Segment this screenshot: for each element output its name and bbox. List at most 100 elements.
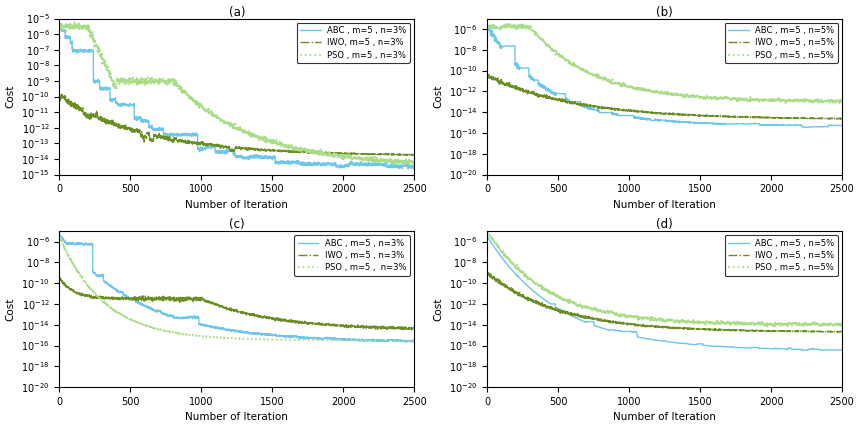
X-axis label: Number of Iteration: Number of Iteration <box>185 200 288 210</box>
Title: (b): (b) <box>656 6 673 18</box>
IWO, m=5 , n=3% <box>358 152 368 157</box>
PSO , m=5 , n=5% <box>482 228 493 233</box>
ABC , m=5 , n=3% <box>358 162 368 167</box>
IWO , m=5 , n=5% <box>771 116 782 121</box>
IWO , m=5 , n=3% <box>252 313 262 318</box>
ABC , m=5 , n=5% <box>482 234 493 239</box>
IWO, m=5 , n=3% <box>405 153 415 158</box>
ABC , m=5 , n=5% <box>800 125 810 130</box>
IWO , m=5 , n=5% <box>837 329 847 334</box>
IWO , m=5 , n=5% <box>820 330 831 335</box>
PSO , m=5 , n=3% <box>399 163 409 168</box>
ABC , m=5 , n=5% <box>482 22 493 27</box>
ABC , m=5 , n=3% <box>62 34 72 39</box>
IWO , m=5 , n=5% <box>771 329 782 334</box>
PSO , m=5 , n=3% <box>252 136 262 141</box>
IWO , m=5 , n=5% <box>680 112 691 117</box>
IWO , m=5 , n=5% <box>837 116 847 121</box>
ABC , m=5 , n=3% <box>61 241 71 246</box>
ABC , m=5 , n=5% <box>489 245 500 250</box>
IWO , m=5 , n=3% <box>407 327 417 333</box>
PSO , m=5 , n=5% <box>680 319 691 324</box>
PSO , m=5 , n=5% <box>799 321 809 326</box>
ABC , m=5 , n=3% <box>343 163 353 168</box>
PSO , m=5 ,  n=3% <box>408 338 419 343</box>
IWO , m=5 , n=5% <box>785 115 796 120</box>
ABC , m=5 , n=5% <box>771 346 781 351</box>
ABC , m=5 , n=5% <box>680 119 691 125</box>
IWO , m=5 , n=5% <box>799 329 809 334</box>
Title: (c): (c) <box>229 218 244 231</box>
IWO , m=5 , n=5% <box>785 329 796 334</box>
Y-axis label: Cost: Cost <box>433 85 444 108</box>
ABC , m=5 , n=5% <box>680 341 691 346</box>
ABC , m=5 , n=5% <box>799 124 809 129</box>
ABC , m=5 , n=5% <box>799 348 809 353</box>
PSO , m=5 , n=5% <box>837 99 847 104</box>
ABC , m=5 , n=5% <box>620 113 630 118</box>
IWO , m=5 , n=3% <box>62 284 72 289</box>
IWO , m=5 , n=5% <box>482 73 493 78</box>
PSO , m=5 , n=3% <box>54 23 64 28</box>
IWO, m=5 , n=3% <box>252 147 262 152</box>
PSO , m=5 , n=5% <box>620 82 630 87</box>
IWO, m=5 , n=3% <box>62 97 72 102</box>
ABC , m=5 , n=3% <box>252 153 262 158</box>
PSO , m=5 ,  n=3% <box>343 338 353 343</box>
IWO, m=5 , n=3% <box>192 142 202 147</box>
PSO , m=5 , n=5% <box>770 324 780 329</box>
IWO , m=5 , n=5% <box>482 72 493 77</box>
PSO , m=5 , n=5% <box>771 322 782 327</box>
IWO , m=5 , n=3% <box>54 275 64 280</box>
ABC , m=5 , n=5% <box>796 348 807 353</box>
PSO , m=5 , n=3% <box>70 19 80 24</box>
PSO , m=5 , n=3% <box>343 155 353 160</box>
PSO , m=5 ,  n=3% <box>408 338 419 343</box>
PSO , m=5 ,  n=3% <box>62 250 72 255</box>
PSO , m=5 ,  n=3% <box>54 234 64 239</box>
ABC , m=5 , n=5% <box>771 122 781 128</box>
PSO , m=5 ,  n=3% <box>358 338 368 343</box>
IWO , m=5 , n=3% <box>192 296 202 301</box>
IWO , m=5 , n=3% <box>408 326 419 331</box>
ABC , m=5 , n=3% <box>408 339 419 344</box>
PSO , m=5 , n=3% <box>371 157 381 162</box>
PSO , m=5 , n=5% <box>620 313 630 318</box>
PSO , m=5 , n=5% <box>680 94 691 99</box>
PSO , m=5 ,  n=3% <box>371 338 381 343</box>
ABC , m=5 , n=5% <box>489 39 500 44</box>
PSO , m=5 , n=5% <box>837 322 847 327</box>
ABC , m=5 , n=5% <box>785 123 796 128</box>
ABC , m=5 , n=3% <box>54 24 64 29</box>
Line: PSO , m=5 , n=5%: PSO , m=5 , n=5% <box>488 24 842 104</box>
IWO, m=5 , n=3% <box>408 152 419 158</box>
IWO , m=5 , n=5% <box>620 321 630 327</box>
PSO , m=5 , n=5% <box>482 228 493 233</box>
Legend: ABC , m=5 , n=5%, IWO , m=5 , n=5%, PSO , m=5 , n=5%: ABC , m=5 , n=5%, IWO , m=5 , n=5%, PSO … <box>725 23 838 63</box>
PSO , m=5 , n=5% <box>834 101 845 106</box>
PSO , m=5 , n=5% <box>482 24 493 30</box>
Line: ABC , m=5 , n=5%: ABC , m=5 , n=5% <box>488 236 842 350</box>
ABC , m=5 , n=3% <box>192 315 202 321</box>
Line: ABC , m=5 , n=3%: ABC , m=5 , n=3% <box>59 25 414 169</box>
PSO , m=5 , n=5% <box>785 97 796 102</box>
IWO , m=5 , n=3% <box>343 325 353 330</box>
PSO , m=5 ,  n=3% <box>252 336 262 342</box>
PSO , m=5 ,  n=3% <box>192 333 202 339</box>
PSO , m=5 , n=3% <box>61 22 71 27</box>
Title: (a): (a) <box>229 6 245 18</box>
Line: IWO , m=5 , n=5%: IWO , m=5 , n=5% <box>488 75 842 119</box>
ABC , m=5 , n=3% <box>403 166 414 172</box>
Line: IWO , m=5 , n=5%: IWO , m=5 , n=5% <box>488 273 842 332</box>
IWO , m=5 , n=5% <box>489 276 500 281</box>
PSO , m=5 , n=5% <box>504 21 514 26</box>
IWO, m=5 , n=3% <box>343 151 353 156</box>
Line: IWO, m=5 , n=3%: IWO, m=5 , n=3% <box>59 94 414 155</box>
Y-axis label: Cost: Cost <box>433 297 444 321</box>
PSO , m=5 , n=3% <box>358 155 368 160</box>
ABC , m=5 , n=3% <box>252 332 262 337</box>
ABC , m=5 , n=3% <box>408 164 419 169</box>
PSO , m=5 , n=5% <box>786 323 796 328</box>
IWO, m=5 , n=3% <box>371 152 381 157</box>
ABC , m=5 , n=5% <box>620 329 630 334</box>
